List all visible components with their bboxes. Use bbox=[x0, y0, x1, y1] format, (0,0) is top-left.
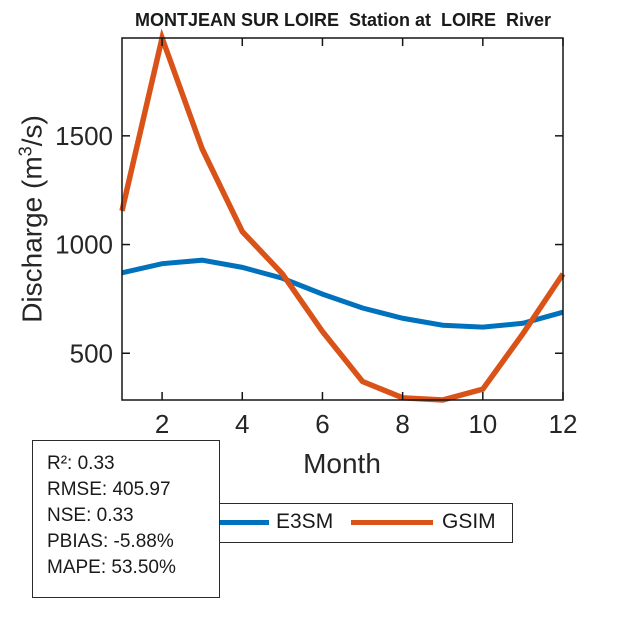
y-tick-label: 1000 bbox=[55, 230, 113, 260]
chart-title: MONTJEAN SUR LOIRE Station at LOIRE Rive… bbox=[134, 10, 552, 30]
stat-r2: R²: 0.33 bbox=[47, 453, 115, 474]
x-tick-label: 12 bbox=[549, 409, 578, 439]
x-tick-label: 4 bbox=[235, 409, 249, 439]
gsim-line bbox=[119, 28, 566, 403]
stat-pbias: PBIAS: -5.88% bbox=[47, 531, 174, 552]
plot-border bbox=[121, 37, 564, 401]
tick-labels: 2 4 6 8 10 12 500 1000 1500 bbox=[55, 121, 577, 439]
e3sm-line bbox=[121, 257, 564, 330]
y-tick-label: 500 bbox=[70, 338, 113, 368]
legend: E3SM GSIM bbox=[205, 503, 513, 543]
y-axis-label: Discharge (m3/s) bbox=[15, 115, 48, 323]
x-axis-label: Month bbox=[303, 448, 381, 479]
y-axis-label-superscript: 3 bbox=[15, 146, 36, 157]
y-axis-label-suffix: /s) bbox=[16, 115, 48, 147]
gsim-legend-line bbox=[351, 520, 433, 525]
x-tick-label: 10 bbox=[468, 409, 497, 439]
stats-box: R²: 0.33 RMSE: 405.97 NSE: 0.33 PBIAS: -… bbox=[32, 440, 220, 598]
stat-rmse: RMSE: 405.97 bbox=[47, 479, 171, 500]
gsim-legend-label: GSIM bbox=[442, 510, 496, 533]
e3sm-legend-label: E3SM bbox=[276, 510, 334, 533]
y-axis-label-prefix: Discharge (m bbox=[16, 156, 48, 323]
stat-mape: MAPE: 53.50% bbox=[47, 557, 176, 578]
y-tick-label: 1500 bbox=[55, 121, 113, 151]
axis-ticks bbox=[122, 38, 564, 400]
e3sm-legend-line bbox=[214, 520, 269, 525]
x-tick-label: 2 bbox=[155, 409, 169, 439]
x-tick-label: 6 bbox=[315, 409, 329, 439]
stat-nse: NSE: 0.33 bbox=[47, 505, 134, 526]
x-tick-label: 8 bbox=[395, 409, 409, 439]
